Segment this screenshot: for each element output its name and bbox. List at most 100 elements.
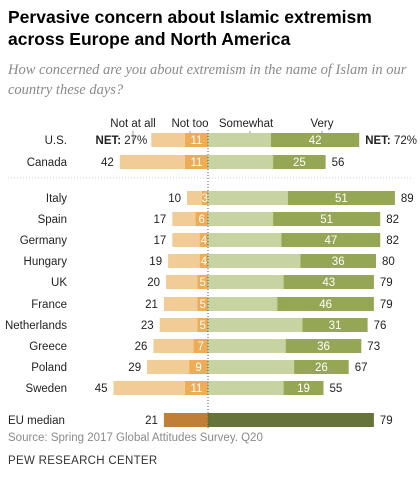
label-very: 26 xyxy=(315,362,328,374)
bar-not-at-all xyxy=(172,212,196,226)
bar-somewhat xyxy=(208,360,295,374)
label-very: 51 xyxy=(320,214,333,226)
label-net-not-concerned: 20 xyxy=(147,277,160,289)
bar-somewhat xyxy=(208,233,282,247)
bar-not-at-all xyxy=(147,360,190,374)
label-very: 47 xyxy=(324,235,337,247)
label-net-not-concerned: 19 xyxy=(149,256,162,268)
source-note: Source: Spring 2017 Global Attitudes Sur… xyxy=(8,432,263,444)
country-label: Greece xyxy=(29,341,67,353)
bar-somewhat xyxy=(208,191,288,205)
label-net-concerned: 73 xyxy=(367,341,380,353)
legend-somewhat: Somewhat xyxy=(219,118,274,130)
bar-not-too xyxy=(199,254,208,268)
label-net-concerned: 55 xyxy=(330,383,343,395)
label-net-not-concerned: 26 xyxy=(135,341,148,353)
bar-not-too xyxy=(189,360,208,374)
bar-somewhat xyxy=(208,381,284,395)
label-very: 25 xyxy=(293,157,306,169)
label-very: 46 xyxy=(319,299,332,311)
bar-not-too xyxy=(193,339,208,353)
bar-somewhat xyxy=(208,254,301,268)
bar-not-too xyxy=(184,133,208,147)
bar-not-at-all xyxy=(151,133,185,147)
organization-name: PEW RESEARCH CENTER xyxy=(8,455,158,467)
bar-not-at-all xyxy=(172,233,200,247)
legend-very: Very xyxy=(310,118,333,130)
label-not-too: 9 xyxy=(195,362,201,374)
country-label: Poland xyxy=(31,362,67,374)
bar-not-too xyxy=(184,155,208,169)
country-label: Sweden xyxy=(25,383,67,395)
bar-not-at-all xyxy=(113,381,185,395)
label-not-too: 4 xyxy=(201,256,208,268)
label-net-concerned: 80 xyxy=(382,256,395,268)
bar-somewhat xyxy=(208,339,286,353)
bar-very xyxy=(294,360,349,374)
label-not-too: 5 xyxy=(200,320,206,332)
bar-not-at-all xyxy=(153,339,194,353)
label-very: 36 xyxy=(332,256,345,268)
median-net-not-concerned-value: 21 xyxy=(145,415,158,427)
bar-very xyxy=(273,155,326,169)
label-net-concerned: NET: 72% xyxy=(365,135,417,147)
median-bar-concerned xyxy=(208,413,374,427)
bar-very xyxy=(300,254,376,268)
bar-very xyxy=(285,339,362,353)
median-bar-not-concerned xyxy=(163,413,208,427)
label-net-not-concerned: 42 xyxy=(101,157,114,169)
bar-very xyxy=(302,318,368,332)
bar-not-too xyxy=(201,191,208,205)
country-label: Germany xyxy=(20,235,68,247)
label-not-too: 11 xyxy=(190,383,202,395)
label-not-too: 11 xyxy=(190,135,202,147)
legend-not-too: Not too xyxy=(171,118,208,130)
label-very: 19 xyxy=(297,383,310,395)
label-not-too: 6 xyxy=(198,214,204,226)
country-label: Spain xyxy=(38,214,67,226)
label-net-concerned: 79 xyxy=(380,277,393,289)
country-label: U.S. xyxy=(45,135,67,147)
bar-not-too xyxy=(197,275,208,289)
country-label: Canada xyxy=(27,157,68,169)
label-net-not-concerned: 10 xyxy=(168,193,181,205)
label-very: 51 xyxy=(335,193,348,205)
median-net-concerned-value: 79 xyxy=(380,415,393,427)
label-net-not-concerned: 17 xyxy=(154,214,167,226)
country-label: France xyxy=(31,299,67,311)
country-label: UK xyxy=(51,277,67,289)
bar-very xyxy=(283,381,324,395)
label-very: 36 xyxy=(317,341,330,353)
bar-not-at-all xyxy=(163,297,198,311)
label-net-concerned: 82 xyxy=(386,235,399,247)
bar-somewhat xyxy=(208,297,278,311)
bar-not-too xyxy=(184,381,208,395)
bar-somewhat xyxy=(208,275,284,289)
label-not-too: 3 xyxy=(202,193,208,205)
label-very: 42 xyxy=(309,135,322,147)
label-net-concerned: 79 xyxy=(380,299,393,311)
bar-not-at-all xyxy=(187,191,202,205)
label-very: 31 xyxy=(329,320,342,332)
bar-not-too xyxy=(199,233,208,247)
bar-very xyxy=(287,191,395,205)
label-net-concerned: 76 xyxy=(374,320,387,332)
label-net-not-concerned: NET: 27% xyxy=(96,135,148,147)
label-net-concerned: 67 xyxy=(355,362,368,374)
label-not-too: 7 xyxy=(197,341,203,353)
bar-not-at-all xyxy=(166,275,198,289)
bar-not-too xyxy=(195,212,208,226)
label-net-concerned: 89 xyxy=(401,193,414,205)
country-label: Italy xyxy=(46,193,67,205)
country-label: Netherlands xyxy=(5,320,67,332)
country-label: Hungary xyxy=(24,256,68,268)
diverging-bar-chart: Not at all Not too Somewhat Very U.S. 11 42 NET… xyxy=(5,118,417,428)
label-very: 43 xyxy=(322,277,335,289)
country-label: EU median xyxy=(8,415,65,427)
bar-very xyxy=(271,133,360,147)
label-not-too: 4 xyxy=(201,235,208,247)
bar-not-too xyxy=(197,318,208,332)
bar-not-at-all xyxy=(159,318,198,332)
chart-title: Pervasive concern about Islamic extremis… xyxy=(8,7,372,49)
label-net-not-concerned: 45 xyxy=(95,383,108,395)
